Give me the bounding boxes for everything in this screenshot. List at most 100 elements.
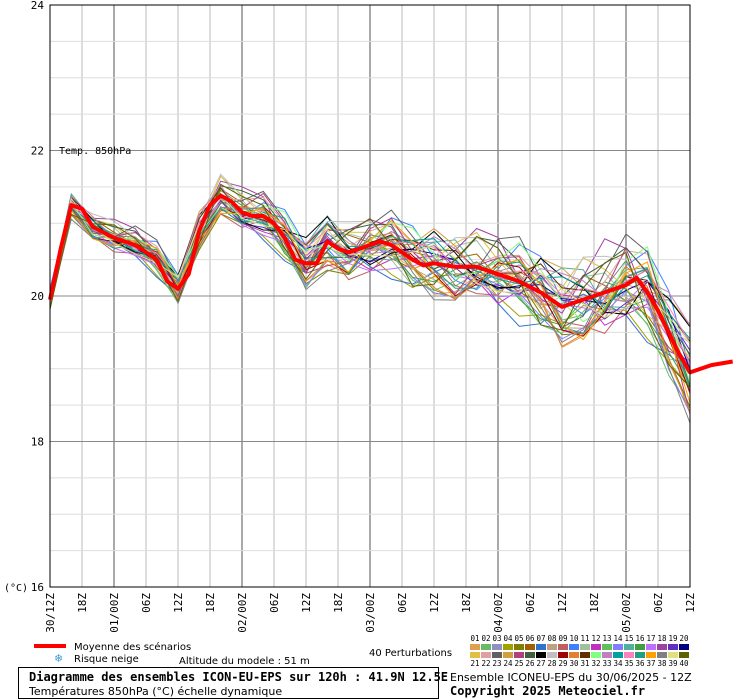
x-tick-label: 18Z	[332, 593, 345, 613]
member-line	[49, 206, 691, 424]
member-number: 32	[591, 659, 600, 668]
member-line	[49, 190, 691, 386]
member-swatch	[635, 644, 645, 650]
member-swatch	[558, 644, 568, 650]
footer-box: Diagramme des ensembles ICON-EU-EPS sur …	[18, 667, 448, 699]
member-number: 37	[646, 659, 655, 668]
member-swatch	[492, 652, 502, 658]
y-tick-label: 16	[31, 581, 44, 594]
member-number: 11	[580, 634, 589, 643]
member-swatch	[547, 644, 557, 650]
x-tick-label: 12Z	[556, 593, 569, 613]
member-number: 06	[525, 634, 535, 643]
x-tick-label: 06Z	[396, 593, 409, 613]
chart-axes: 16 18 20 22 24 (°C) Temp. 850hPa 30/12Z 18Z 01/00…	[4, 0, 697, 633]
x-tick-label: 03/00Z	[364, 593, 377, 633]
member-number: 26	[525, 659, 535, 668]
x-tick-label: 18Z	[460, 593, 473, 613]
member-number: 40	[679, 659, 689, 668]
member-number: 18	[657, 634, 667, 643]
member-swatch	[646, 644, 656, 650]
member-swatch	[591, 652, 601, 658]
member-swatch	[613, 644, 623, 650]
x-tick-label: 12Z	[172, 593, 185, 613]
member-number: 33	[602, 659, 611, 668]
member-number: 36	[635, 659, 645, 668]
member-swatch	[657, 644, 667, 650]
member-line	[49, 205, 691, 393]
x-tick-label: 06Z	[140, 593, 153, 613]
member-number: 21	[470, 659, 479, 668]
member-number: 34	[613, 659, 623, 668]
y-unit-label: (°C)	[4, 583, 28, 594]
member-swatch	[481, 652, 491, 658]
member-number: 12	[591, 634, 600, 643]
member-number: 13	[602, 634, 611, 643]
copyright: Copyright 2025 Meteociel.fr	[450, 684, 646, 698]
x-tick-label: 12Z	[300, 593, 313, 613]
member-line	[49, 193, 691, 374]
member-swatch	[536, 644, 546, 650]
x-tick-label: 06Z	[524, 593, 537, 613]
member-number: 16	[635, 634, 645, 643]
member-number: 14	[613, 634, 623, 643]
member-swatch	[525, 652, 535, 658]
member-swatch	[679, 644, 689, 650]
x-tick-label: 06Z	[268, 593, 281, 613]
member-number: 24	[503, 659, 513, 668]
x-tick-label: 01/00Z	[108, 593, 121, 633]
x-tick-label: 04/00Z	[492, 593, 505, 633]
member-swatch	[657, 652, 667, 658]
member-line	[49, 206, 691, 413]
series-label: Temp. 850hPa	[59, 146, 131, 157]
member-swatch	[492, 644, 502, 650]
y-tick-label: 22	[31, 145, 44, 158]
member-swatch	[470, 644, 480, 650]
member-number: 35	[624, 659, 633, 668]
x-tick-label: 12Z	[684, 593, 697, 613]
member-swatch	[668, 652, 678, 658]
member-number: 02	[481, 634, 490, 643]
member-swatch	[481, 644, 491, 650]
chart-legend: Moyenne des scénarios ❄ Risque neige Altitu…	[34, 634, 689, 668]
x-tick-label: 30/12Z	[44, 593, 57, 633]
member-swatch	[547, 652, 557, 658]
member-number: 22	[481, 659, 490, 668]
member-line	[49, 207, 691, 404]
member-number: 39	[668, 659, 677, 668]
member-swatch	[602, 644, 612, 650]
member-swatch	[624, 652, 634, 658]
footer-subtitle: Températures 850hPa (°C) échelle dynamiq…	[29, 685, 283, 698]
member-number: 04	[503, 634, 513, 643]
member-number: 31	[580, 659, 589, 668]
member-number: 15	[624, 634, 633, 643]
member-swatch	[668, 644, 678, 650]
snow-legend-label: Risque neige	[74, 654, 139, 665]
member-number: 09	[558, 634, 567, 643]
member-number: 27	[536, 659, 545, 668]
mean-line	[48, 193, 734, 375]
member-number: 23	[492, 659, 501, 668]
member-swatch	[536, 652, 546, 658]
member-number: 10	[569, 634, 579, 643]
y-tick-label: 24	[31, 0, 45, 12]
member-swatch	[624, 644, 634, 650]
member-number: 25	[514, 659, 523, 668]
member-number: 03	[492, 634, 501, 643]
member-swatch	[525, 644, 535, 650]
x-tick-label: 18Z	[588, 593, 601, 613]
x-tick-label: 02/00Z	[236, 593, 249, 633]
member-number: 38	[657, 659, 667, 668]
plot-frame	[49, 4, 691, 588]
member-swatch	[558, 652, 568, 658]
member-number: 08	[547, 634, 557, 643]
member-swatch	[602, 652, 612, 658]
member-swatch	[635, 652, 645, 658]
y-tick-label: 20	[31, 290, 44, 303]
x-tick-label: 18Z	[204, 593, 217, 613]
member-swatch	[470, 652, 480, 658]
y-tick-label: 18	[31, 436, 44, 449]
member-number: 01	[470, 634, 479, 643]
member-number: 30	[569, 659, 579, 668]
